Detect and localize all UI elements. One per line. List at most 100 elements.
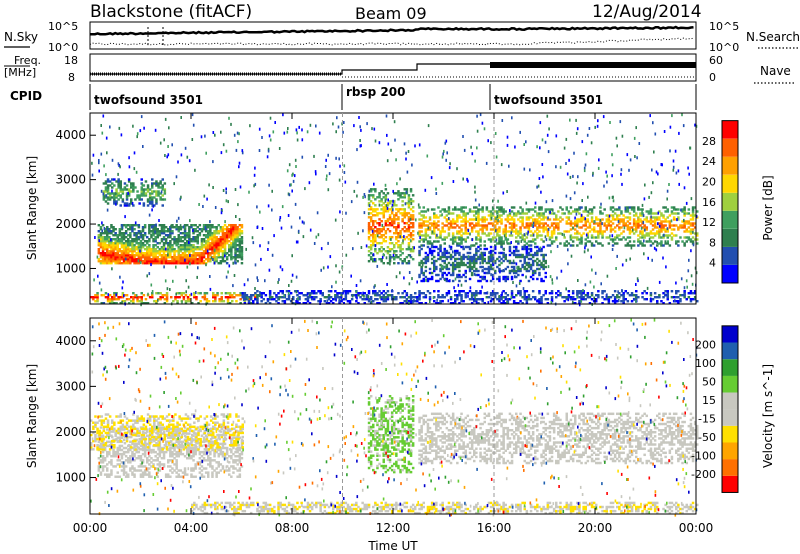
cell-2	[155, 198, 158, 201]
scatter-cell	[163, 138, 165, 142]
cell-5	[481, 255, 484, 259]
cell-5	[426, 279, 430, 283]
cell-5	[468, 257, 472, 261]
cell-6	[365, 296, 369, 299]
cell-0	[118, 256, 122, 259]
cell-0	[127, 262, 130, 265]
cell-6	[645, 298, 648, 301]
cell-2	[155, 202, 158, 205]
cell-5	[496, 257, 499, 261]
cell-4	[552, 228, 556, 231]
cell-0	[183, 256, 187, 259]
cell-0	[211, 242, 214, 245]
scatter-cell	[212, 131, 215, 134]
cell-0	[162, 246, 166, 249]
cell-4	[512, 214, 516, 217]
cell-5	[500, 257, 503, 261]
cell-3	[401, 248, 404, 251]
cell-4	[628, 222, 632, 225]
cell-5	[441, 271, 444, 275]
cell-0	[207, 226, 210, 229]
cell-0	[114, 246, 117, 249]
scatter-cell	[267, 204, 270, 208]
scatter-cell	[680, 208, 682, 212]
cell-4	[477, 210, 480, 213]
scatter-cell	[608, 196, 611, 200]
scatter-cell	[663, 233, 665, 237]
cell-6	[679, 294, 682, 297]
cell-5	[454, 263, 457, 267]
cell-4	[586, 220, 590, 223]
cell-3	[380, 230, 383, 233]
scatter-cell	[648, 195, 650, 199]
cell-4	[571, 210, 575, 213]
scatter-cell	[191, 113, 194, 117]
cell-0	[139, 234, 143, 237]
cell-1	[184, 294, 188, 297]
cell-4	[473, 218, 476, 221]
scatter-cell	[204, 134, 206, 138]
scatter-cell	[632, 228, 634, 232]
cell-0	[204, 230, 208, 233]
cell-0	[190, 248, 193, 251]
cell-4	[683, 244, 686, 247]
cell-3	[397, 232, 400, 235]
cell-1	[180, 294, 183, 297]
scatter-cell	[581, 140, 584, 144]
scatter-cell	[421, 263, 424, 267]
cell-0	[171, 250, 174, 253]
cell-0	[124, 254, 128, 257]
cell-4	[451, 212, 455, 215]
cell-6	[346, 292, 350, 295]
cell-6	[672, 296, 676, 299]
cell-4	[584, 208, 587, 211]
cell-6	[249, 296, 253, 299]
cell-5	[487, 255, 491, 259]
cell-4	[479, 218, 482, 221]
cell-4	[475, 212, 478, 215]
cell-0	[146, 246, 149, 249]
cell-6	[435, 302, 438, 305]
cell-4	[677, 228, 680, 231]
cell-4	[418, 224, 421, 227]
scatter-cell	[379, 295, 381, 299]
cell-4	[540, 212, 543, 215]
cell-5	[512, 261, 516, 265]
cell-0	[106, 226, 109, 229]
cell-0	[110, 260, 113, 263]
cell-0	[236, 238, 239, 241]
cell-0	[179, 248, 183, 251]
scatter-cell	[582, 182, 584, 186]
cell-0	[169, 244, 172, 247]
cell-4	[653, 220, 657, 223]
cell-2	[142, 192, 146, 195]
cell-4	[460, 208, 463, 211]
cell-0	[230, 250, 233, 253]
scatter-cell	[487, 301, 490, 305]
cell-5	[441, 259, 444, 263]
cell-0	[179, 236, 183, 239]
cell-6	[268, 296, 272, 299]
cell-3	[369, 188, 373, 191]
cell-3	[382, 192, 385, 195]
cell-4	[536, 218, 539, 221]
cell-4	[578, 218, 581, 221]
cell-4	[544, 216, 547, 219]
cell-0	[148, 256, 151, 259]
scatter-cell	[471, 152, 474, 156]
scatter-cell	[115, 202, 117, 206]
scatter-cell	[123, 186, 126, 190]
cell-3	[386, 250, 390, 253]
cell-0	[135, 248, 138, 251]
scatter-cell	[563, 233, 565, 237]
scatter-cell	[338, 178, 341, 182]
scatter-cell	[594, 271, 597, 275]
scatter-cell	[267, 241, 270, 245]
cell-6	[252, 300, 255, 303]
cell-0	[194, 246, 197, 249]
scatter-cell	[221, 209, 223, 213]
cell-5	[475, 253, 478, 257]
cell-0	[225, 262, 229, 265]
cell-0	[196, 252, 199, 255]
cell-5	[536, 267, 539, 271]
